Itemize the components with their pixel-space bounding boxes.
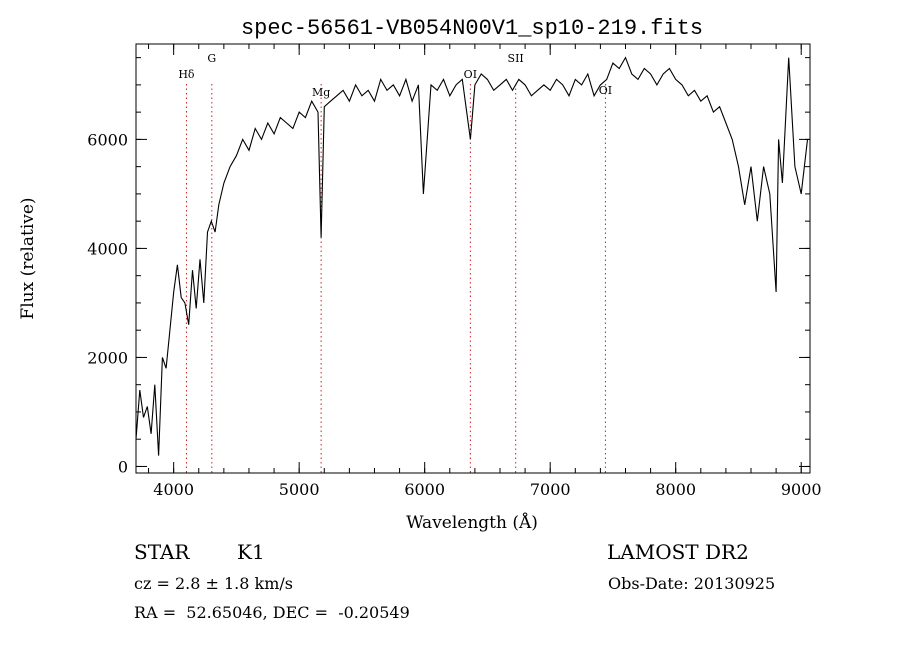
spectral-line-label: Mg	[312, 86, 330, 99]
y-tick-label: 6000	[87, 130, 128, 149]
observation-date: Obs-Date: 20130925	[608, 574, 776, 593]
x-tick-label: 9000	[781, 480, 822, 499]
spectral-line-label: OI	[599, 84, 612, 97]
x-tick-label: 6000	[404, 480, 445, 499]
x-tick-label: 4000	[153, 480, 194, 499]
coordinates: RA = 52.65046, DEC = -0.20549	[134, 603, 410, 622]
y-axis-label: Flux (relative)	[18, 197, 38, 319]
redshift-velocity: cz = 2.8 ± 1.8 km/s	[134, 574, 293, 593]
chart-title: spec-56561-VB054N00V1_sp10-219.fits	[241, 16, 703, 41]
y-tick-label: 2000	[87, 348, 128, 367]
x-tick-label: 7000	[530, 480, 571, 499]
survey-name: LAMOST DR2	[607, 540, 749, 564]
spectral-line-label: OI	[464, 68, 477, 81]
x-axis-label: Wavelength (Å)	[406, 512, 538, 533]
spectral-line-label: Hδ	[178, 68, 195, 81]
axis-ticks: 4000 5000 6000 7000 8000 9000 0 2000 4000 6000	[87, 44, 822, 499]
spectrum-line	[135, 56, 809, 456]
spectral-line-label: G	[207, 52, 216, 65]
x-tick-label: 8000	[655, 480, 696, 499]
object-class: STAR	[134, 540, 190, 564]
plot-frame	[135, 43, 811, 474]
x-tick-label: 5000	[279, 480, 320, 499]
spectral-line-markers: Hδ G Mg OI SII OI	[178, 52, 612, 473]
object-subclass: K1	[237, 540, 265, 564]
y-tick-label: 4000	[87, 239, 128, 258]
y-tick-label: 0	[118, 457, 128, 476]
spectral-line-label: SII	[508, 52, 524, 65]
